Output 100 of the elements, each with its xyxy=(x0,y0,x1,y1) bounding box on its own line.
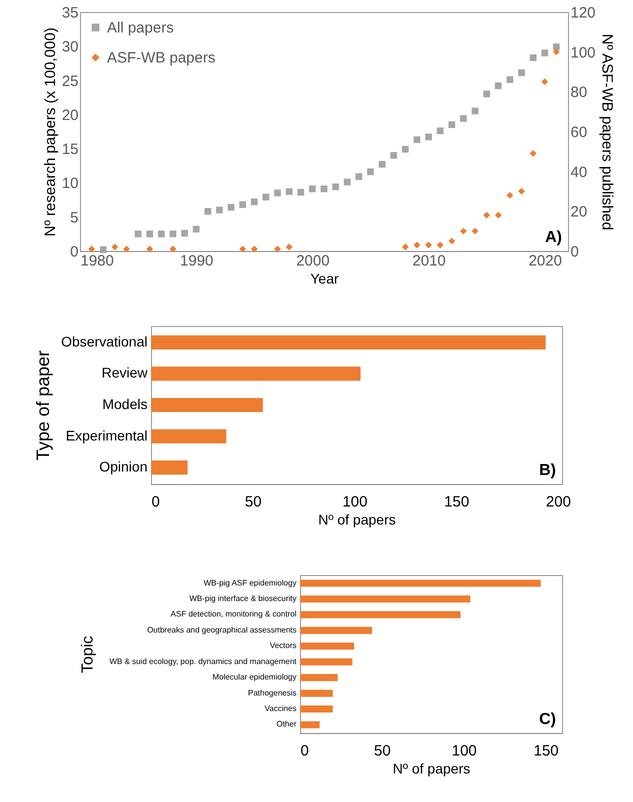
annotation: A) xyxy=(545,229,562,246)
point xyxy=(414,136,420,144)
legend-label: ASF-WB papers xyxy=(107,50,216,66)
point xyxy=(460,228,467,234)
y-tick-label: WB & suid ecology, pop. dynamics and management xyxy=(109,656,298,666)
y-tick-label: Review xyxy=(102,364,148,381)
point xyxy=(425,134,432,140)
point xyxy=(367,168,374,176)
y-axis-title: Topic xyxy=(79,636,96,674)
x-tick-label: 50 xyxy=(374,742,391,760)
point xyxy=(274,246,281,252)
legend-label: All papers xyxy=(107,20,174,36)
point xyxy=(286,188,292,195)
point xyxy=(170,230,176,238)
point xyxy=(344,178,351,186)
point xyxy=(286,244,292,250)
x-tick-label: 100 xyxy=(452,742,477,760)
x-axis-title: Year xyxy=(310,270,339,286)
x-axis-title: Nº of papers xyxy=(318,512,396,528)
annotation: C) xyxy=(539,711,556,728)
y-tick-label: Outbreaks and geographical assessments xyxy=(147,625,296,634)
point xyxy=(378,160,386,168)
bar xyxy=(151,429,226,444)
bar xyxy=(151,398,263,412)
annotation: B) xyxy=(539,462,556,479)
point xyxy=(553,48,560,56)
point xyxy=(402,146,409,153)
point xyxy=(483,212,490,219)
y-tick-label: 15 xyxy=(62,141,78,158)
bar xyxy=(151,460,188,475)
x-tick-label: 1980 xyxy=(80,252,114,270)
point xyxy=(100,246,107,253)
x-tick-label: 200 xyxy=(546,494,571,510)
y-tick-label: WB-pig ASF epidemiology xyxy=(204,578,296,588)
point xyxy=(228,204,234,211)
point xyxy=(472,108,478,114)
point xyxy=(320,186,328,192)
point xyxy=(448,121,456,128)
x-tick-label: 2000 xyxy=(296,252,330,270)
point xyxy=(541,50,548,56)
point xyxy=(390,152,398,159)
point xyxy=(309,186,316,192)
point xyxy=(494,212,502,219)
point xyxy=(414,242,420,248)
point xyxy=(297,188,304,196)
point xyxy=(134,230,142,238)
point xyxy=(204,208,212,215)
y2-tick-label: 80 xyxy=(570,84,588,102)
y-tick-label: 5 xyxy=(70,209,78,226)
x-tick-label: 150 xyxy=(534,742,559,760)
point xyxy=(530,54,536,62)
point xyxy=(250,198,258,206)
y2-tick-label: 100 xyxy=(570,44,596,62)
x-tick-label: 50 xyxy=(244,494,262,510)
y-tick-label: 20 xyxy=(62,106,78,124)
y-axis-title: Nº research papers (x 100,000) xyxy=(42,28,59,236)
y2-tick-label: 20 xyxy=(570,204,588,221)
point xyxy=(158,230,165,238)
y-tick-label: Other xyxy=(276,720,297,729)
point xyxy=(402,244,409,250)
point xyxy=(146,246,154,252)
y-tick-label: Models xyxy=(102,396,148,412)
y-tick-label: 10 xyxy=(62,175,78,192)
x-tick-label: 0 xyxy=(300,742,309,760)
point xyxy=(541,78,548,86)
point xyxy=(436,127,444,134)
x-tick-label: 1990 xyxy=(180,252,214,270)
point xyxy=(448,238,456,244)
point xyxy=(356,173,362,180)
point xyxy=(518,188,525,195)
point xyxy=(483,90,490,98)
y2-tick-label: 120 xyxy=(570,4,596,22)
point xyxy=(239,246,246,252)
point xyxy=(88,246,95,252)
point xyxy=(250,246,258,252)
x-tick-label: 150 xyxy=(444,494,470,510)
x-tick-label: 0 xyxy=(152,494,160,510)
bar xyxy=(151,335,546,350)
point xyxy=(494,82,502,90)
bar xyxy=(151,366,361,381)
y-tick-label: Vaccines xyxy=(264,704,296,714)
point xyxy=(425,242,432,248)
point xyxy=(181,230,188,237)
y-tick-label: ASF detection, monitoring & control xyxy=(170,610,297,619)
point xyxy=(262,194,270,200)
x-tick-label: 100 xyxy=(342,494,368,510)
point xyxy=(274,190,281,196)
y-tick-label: 35 xyxy=(62,4,78,22)
y-tick-label: 25 xyxy=(62,72,78,90)
y-tick-label: WB-pig interface & biosecurity xyxy=(189,594,296,603)
y-axis-title: Type of paper xyxy=(33,350,54,461)
y-tick-label: Opinion xyxy=(99,458,148,475)
y2-axis-title: Nº ASF-WB papers published xyxy=(598,34,616,230)
point xyxy=(506,192,514,199)
point xyxy=(170,246,176,252)
y-tick-label: 30 xyxy=(62,38,78,56)
y2-tick-label: 60 xyxy=(570,124,588,141)
y2-tick-label: 40 xyxy=(570,164,588,181)
point xyxy=(530,150,536,157)
y-tick-label: Experimental xyxy=(66,427,148,444)
